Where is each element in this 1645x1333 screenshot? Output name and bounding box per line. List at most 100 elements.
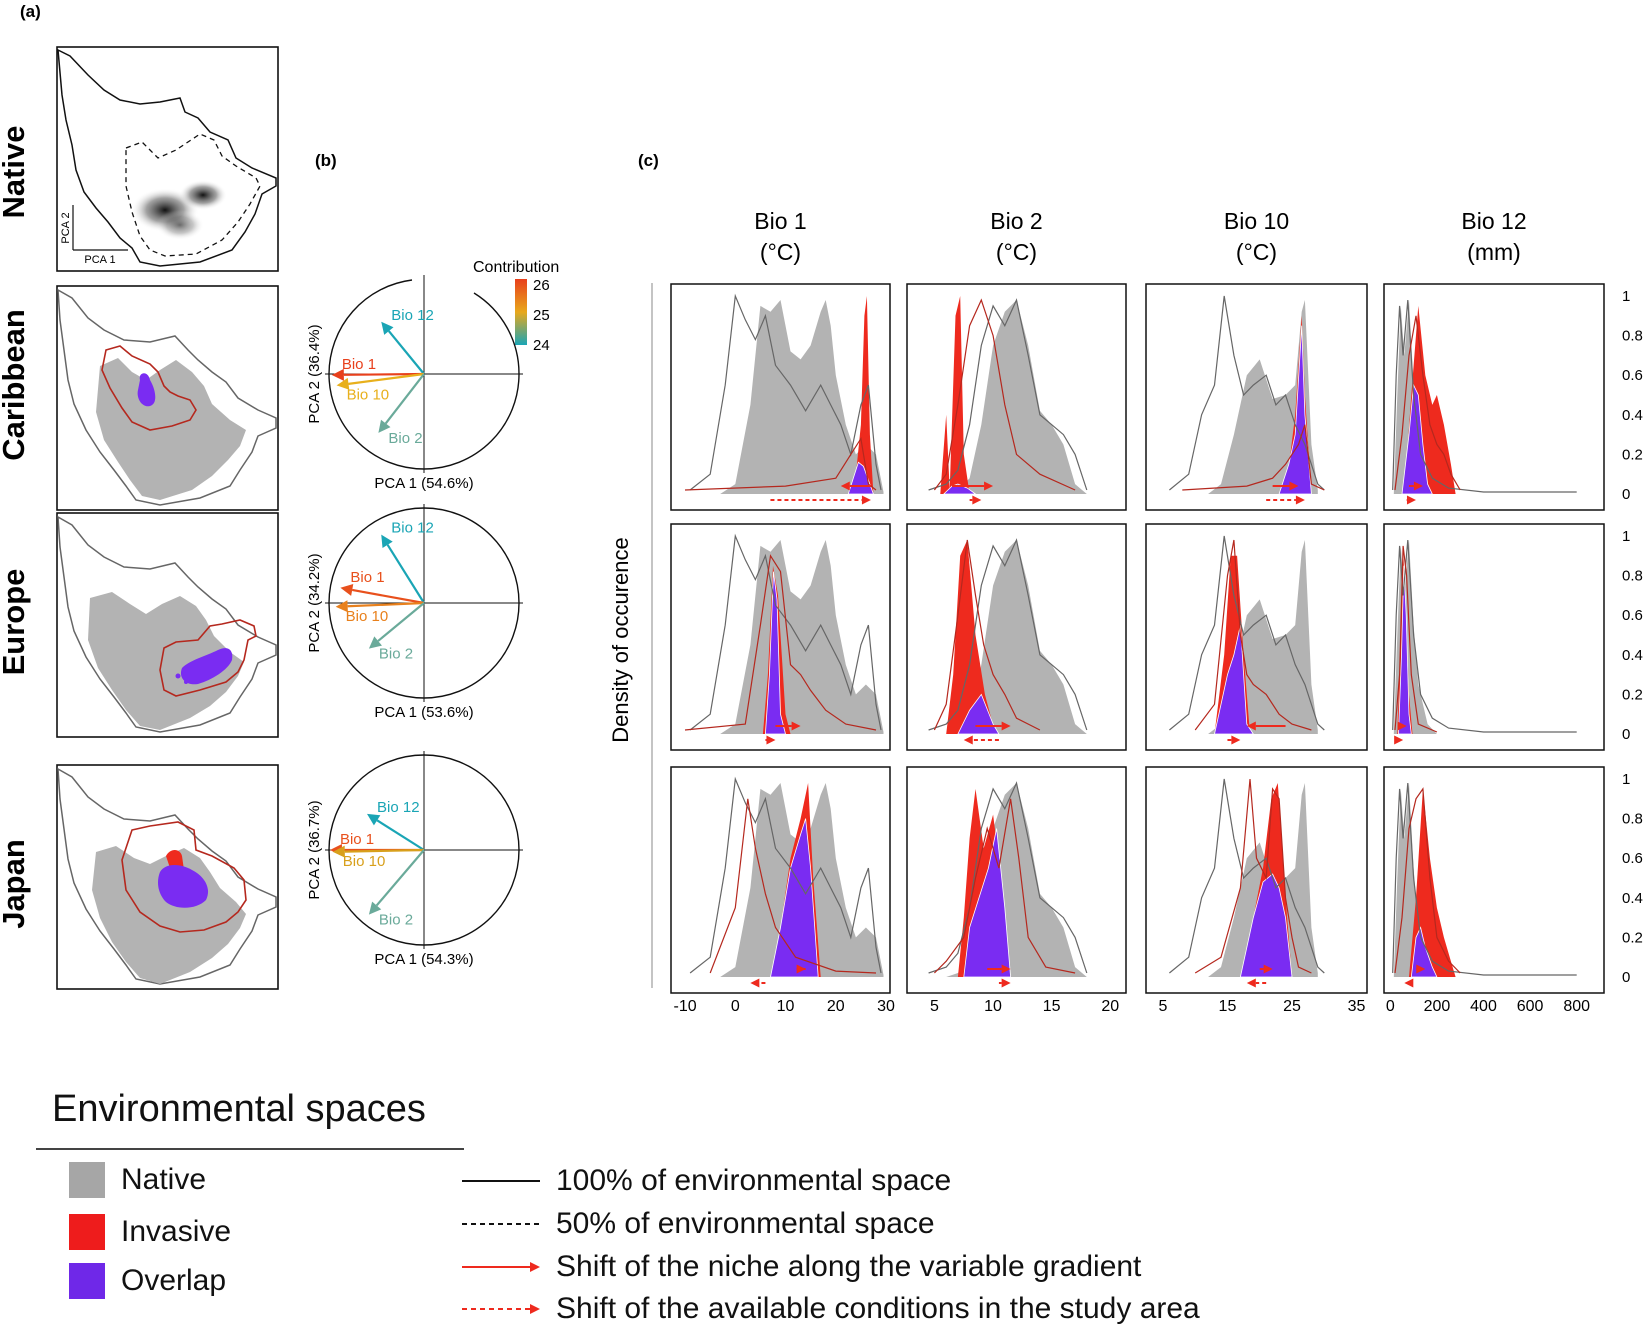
pca-caribbean-arrow-bio12-label: Bio 12 [391, 307, 434, 324]
bio1-xtick: 20 [827, 998, 845, 1015]
bio1-column-title: Bio 1 [754, 208, 806, 234]
bio12-europe-env-shift-arrow-head [1394, 735, 1404, 745]
bio1-japan-env-shift-arrow-head [750, 978, 760, 988]
pca-europe-arrow-bio1 [352, 588, 425, 605]
bio12-japan-env-shift-arrow-head [1404, 978, 1414, 988]
bio10-caribbean-overlap-area [1278, 325, 1312, 495]
ytick-row2: 0.6 [1622, 607, 1643, 624]
bio1-europe-env-shift-arrow-head [766, 735, 776, 745]
bio10-caribbean-env-shift-arrow-head [1295, 495, 1305, 505]
solid-line-icon [462, 1180, 540, 1182]
pca-europe-xlabel: PCA 1 (53.6%) [374, 704, 473, 721]
ytick-row1: 0.4 [1622, 407, 1643, 424]
pca-caribbean-ylabel: PCA 2 (36.4%) [306, 324, 323, 423]
panel-label-c: (c) [638, 151, 659, 170]
pca-japan-arrow-bio2-label: Bio 2 [379, 912, 413, 929]
bio12-caribbean-native-area [1393, 300, 1437, 494]
bio2-japan-native-env-line [928, 781, 1088, 974]
bio12-caribbean-niche-shift-arrow-head [1413, 481, 1423, 491]
bio2-europe-overlap-area [957, 693, 1000, 735]
bio2-japan-invasive-env-line [933, 798, 1076, 974]
bio1-caribbean-invasive-env-line [684, 436, 877, 491]
ytick-row1: 1 [1622, 288, 1630, 305]
bio1-europe-native-env-line [689, 533, 882, 731]
bio1-caribbean-invasive-area [850, 296, 874, 494]
ytick-row2: 0.4 [1622, 647, 1643, 664]
contribution-tick-25: 25 [533, 307, 550, 324]
bio12-japan-invasive-env-line [1394, 787, 1461, 974]
legend-item-native: Native [69, 1162, 206, 1198]
legend-item-overlap: Overlap [69, 1263, 226, 1299]
bio12-caribbean-env-shift-arrow-head [1406, 495, 1416, 505]
bio2-europe-native-env-line [928, 538, 1088, 731]
japan-pca-map [56, 764, 279, 990]
bio12-europe-native-env-line [1392, 539, 1577, 733]
legend-label-native: Native [121, 1163, 207, 1196]
bio2-caribbean-invasive-env-line [933, 298, 1076, 491]
bio10-europe-native-env-line [1169, 535, 1325, 731]
bio2-xtick: 20 [1101, 998, 1119, 1015]
legend-divider [36, 1148, 464, 1150]
ytick-row3: 0.2 [1622, 929, 1643, 946]
bio1-japan-native-env-line [689, 776, 882, 974]
bio10-europe-overlap-area [1214, 625, 1255, 735]
ytick-row3: 0.8 [1622, 811, 1643, 828]
figure-canvas: (a) (b) (c) Native Caribbean Europe Japa… [0, 2, 1643, 1015]
legend-item-niche-shift: Shift of the niche along the variable gr… [462, 1250, 1141, 1284]
bio1-xtick: -10 [673, 998, 696, 1015]
bio1-europe-invasive-env-line [684, 554, 877, 731]
bio1-japan-panel [670, 766, 891, 994]
pca-caribbean-arrow-bio2-head [378, 419, 391, 433]
contribution-title: Contribution [473, 259, 559, 276]
overlap-swatch [69, 1263, 105, 1299]
region-label-caribbean: Caribbean [0, 309, 31, 461]
pca-caribbean-xlabel: PCA 1 (54.6%) [374, 475, 473, 492]
legend-label-invasive: Invasive [121, 1215, 232, 1248]
bio12-column-unit: (mm) [1467, 239, 1521, 265]
legend-label-env-shift: Shift of the available conditions in the… [556, 1292, 1200, 1325]
invasive-swatch [69, 1214, 105, 1250]
dashed-arrow-icon [462, 1304, 540, 1314]
bio1-europe-panel [670, 523, 891, 751]
ytick-row3: 0.4 [1622, 890, 1643, 907]
bio12-japan-niche-shift-arrow-head [1416, 964, 1426, 974]
bio12-japan-native-area [1393, 783, 1437, 977]
bio1-europe-native-area [720, 540, 884, 734]
bio12-xtick: 200 [1424, 998, 1451, 1015]
panel-label-a: (a) [20, 2, 41, 21]
pca-europe-arrow-bio2 [377, 602, 425, 642]
pca-europe-arrow-bio10 [347, 601, 425, 608]
pca-japan-xlabel: PCA 1 (54.3%) [374, 951, 473, 968]
bio10-caribbean-native-area [1208, 300, 1318, 494]
ytick-row2: 0.8 [1622, 568, 1643, 585]
bio12-europe-niche-shift-arrow-head [1397, 721, 1407, 731]
pca-europe-arrow-bio12-label: Bio 12 [391, 520, 434, 537]
bio10-caribbean-panel [1145, 283, 1368, 511]
pca-caribbean-circle-upper-right [473, 292, 520, 375]
pca-japan-ylabel: PCA 2 (36.7%) [306, 800, 323, 899]
bio12-xtick: 600 [1517, 998, 1544, 1015]
pca-japan-arrow-bio12-label: Bio 12 [377, 799, 420, 816]
bio10-caribbean-niche-shift-arrow-head [1289, 481, 1299, 491]
bio10-caribbean-invasive-env-line [1182, 424, 1325, 491]
bio12-europe-invasive-env-line [1394, 545, 1438, 733]
bio1-caribbean-native-area [720, 300, 884, 494]
pca-europe-arrow-bio10-label: Bio 10 [346, 608, 389, 625]
pca-caribbean-arrow-bio2 [384, 373, 425, 425]
legend-item-env-shift: Shift of the available conditions in the… [462, 1292, 1200, 1326]
contribution-tick-26: 26 [533, 277, 550, 294]
pca-japan-arrow-bio10-label: Bio 10 [343, 853, 386, 870]
pca-caribbean-circle-upper-left [328, 279, 413, 375]
bio2-europe-invasive-env-line [933, 539, 1041, 731]
contribution-tick-24: 24 [533, 337, 550, 354]
legend-item-invasive: Invasive [69, 1214, 231, 1250]
region-label-native: Native [0, 125, 31, 218]
bio10-xtick: 35 [1348, 998, 1366, 1015]
ytick-row2: 0 [1622, 726, 1630, 743]
pca1-axis-label: PCA 1 [84, 254, 115, 266]
pca-europe-arrow-bio10-head [335, 600, 348, 613]
legend-label-niche-shift: Shift of the niche along the variable gr… [556, 1250, 1142, 1283]
pca-europe-arrow-bio2-head [368, 636, 382, 649]
pca-europe-arrow-bio1-label: Bio 1 [350, 569, 384, 586]
bio10-europe-env-shift-arrow-head [1231, 735, 1241, 745]
